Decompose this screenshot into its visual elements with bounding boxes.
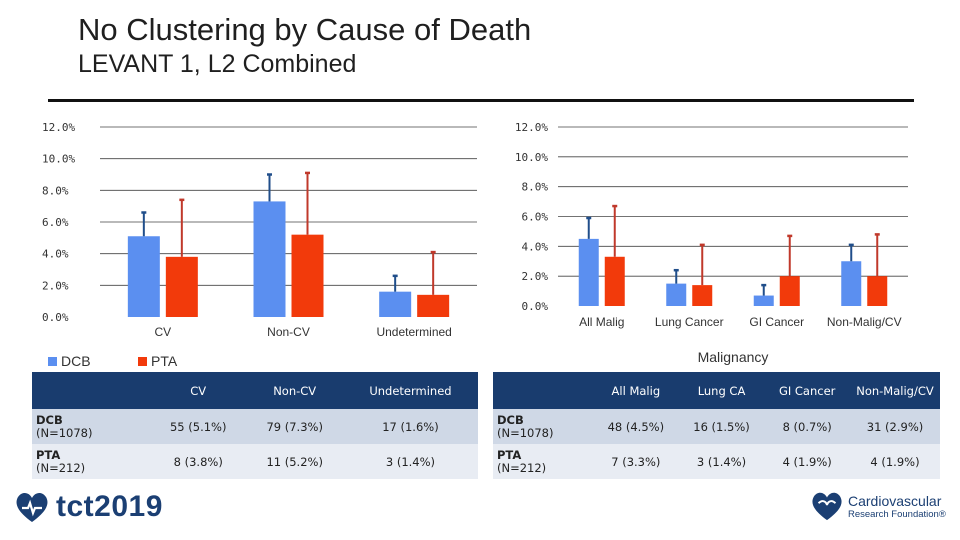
table-cell: 31 (2.9%): [866, 419, 924, 434]
title-divider: [48, 99, 914, 102]
table2-corner: [493, 372, 593, 409]
heart-logo-icon: [16, 492, 48, 522]
chart1-ytick-label: 2.0%: [42, 279, 69, 292]
table1-header-cv: CV: [150, 372, 247, 409]
table-cause-of-death: CV Non-CV Undetermined DCB (N=1078) 55 (5…: [32, 372, 478, 479]
chart1-ytick-label: 8.0%: [42, 184, 69, 197]
legend-pta: PTA: [138, 353, 177, 369]
crf-logo: Cardiovascular Research Foundation®: [810, 490, 946, 522]
chart2-ytick-label: 2.0%: [522, 270, 549, 283]
legend-dcb-swatch: [48, 356, 57, 366]
table2-header-gi: GI Cancer: [764, 372, 850, 409]
row-label: PTA (N=212): [36, 447, 86, 475]
table-row: PTA (N=212) 7 (3.3%) 3 (1.4%) 4 (1.9%) 4 …: [493, 444, 940, 479]
chart1-ytick-label: 4.0%: [42, 248, 69, 261]
chart1-ytick-label: 10.0%: [42, 153, 75, 166]
table-cell: 4 (1.9%): [870, 454, 920, 469]
chart1-bar-pta: [165, 256, 198, 317]
chart2-ytick-label: 0.0%: [522, 300, 549, 313]
chart1-bar-pta: [417, 294, 450, 317]
table-cell: 11 (5.2%): [266, 454, 323, 469]
legend-dcb: DCB: [48, 353, 91, 369]
chart1-category-label: Undetermined: [376, 325, 451, 339]
table-row: DCB (N=1078) 55 (5.1%) 79 (7.3%) 17 (1.6%…: [32, 409, 478, 444]
chart1-ytick-label: 0.0%: [42, 311, 69, 324]
table-malignancy: All Malig Lung CA GI Cancer Non-Malig/CV…: [493, 372, 940, 479]
table-cell: 8 (3.8%): [173, 454, 223, 469]
chart2-bar-dcb: [841, 261, 862, 306]
table-cell: 16 (1.5%): [693, 419, 750, 434]
chart2-bar-pta: [604, 256, 625, 306]
table-cell: 8 (0.7%): [782, 419, 832, 434]
table2-header-nonmalig: Non-Malig/CV: [850, 372, 940, 409]
table-cell: 17 (1.6%): [382, 419, 439, 434]
table2-header-lung: Lung CA: [678, 372, 765, 409]
chart1-bar-dcb: [253, 201, 286, 317]
chart2-bar-pta: [692, 285, 713, 306]
tct-logo: tct2019: [14, 490, 163, 524]
row-label: DCB (N=1078): [497, 412, 554, 440]
legend-dcb-label: DCB: [61, 353, 91, 369]
heart-hands-icon: [812, 492, 842, 521]
table-cell: 7 (3.3%): [611, 454, 661, 469]
footer: [0, 486, 960, 540]
chart2-ytick-label: 6.0%: [522, 211, 549, 224]
row-label: DCB (N=1078): [36, 412, 93, 440]
chart1-category-label: Non-CV: [267, 325, 310, 339]
table1-header-undetermined: Undetermined: [342, 372, 478, 409]
legend-pta-swatch: [138, 356, 147, 366]
chart1-bar-pta: [291, 234, 324, 317]
table1-header-noncv: Non-CV: [246, 372, 343, 409]
page-subtitle: LEVANT 1, L2 Combined: [78, 50, 357, 78]
chart2-bar-pta: [779, 276, 800, 306]
table-cell: 55 (5.1%): [169, 419, 227, 434]
chart2-category-label: All Malig: [579, 315, 624, 329]
table-cell: 3 (1.4%): [385, 454, 436, 469]
chart2-bar-dcb: [666, 283, 687, 306]
crf-logo-line1: Cardiovascular: [848, 492, 942, 509]
row-label: PTA (N=212): [497, 447, 547, 475]
chart2-bar-dcb: [578, 238, 599, 306]
table-row: PTA (N=212) 8 (3.8%) 11 (5.2%) 3 (1.4%): [32, 444, 478, 479]
chart2-category-label: GI Cancer: [749, 315, 804, 329]
table-row: DCB (N=1078) 48 (4.5%) 16 (1.5%) 8 (0.7%)…: [493, 409, 940, 444]
chart2-ytick-label: 8.0%: [522, 181, 549, 194]
chart1-bar-dcb: [379, 291, 412, 317]
chart2-ytick-label: 10.0%: [515, 151, 548, 164]
chart2-category-label: Non-Malig/CV: [827, 315, 902, 329]
table1-corner: [32, 372, 150, 409]
table-cell: 79 (7.3%): [266, 419, 323, 434]
chart2-ytick-label: 12.0%: [515, 121, 548, 134]
table-cell: 48 (4.5%): [607, 419, 665, 434]
chart2-x-axis-label: Malignancy: [698, 349, 769, 365]
legend-pta-label: PTA: [151, 353, 178, 369]
table2-header-all-malig: All Malig: [593, 372, 679, 409]
page-title: No Clustering by Cause of Death: [78, 12, 532, 47]
crf-logo-line2: Research Foundation®: [848, 508, 946, 520]
chart2-ytick-label: 4.0%: [522, 240, 549, 253]
table-cell: 3 (1.4%): [696, 454, 747, 469]
chart1-ytick-label: 12.0%: [42, 121, 75, 134]
chart1-bar-dcb: [127, 236, 160, 317]
table-cell: 4 (1.9%): [782, 454, 832, 469]
chart1-category-label: CV: [154, 325, 171, 339]
chart2-bar-pta: [867, 276, 888, 306]
chart2-bar-dcb: [753, 295, 774, 306]
chart1-ytick-label: 6.0%: [42, 216, 69, 229]
chart2-category-label: Lung Cancer: [655, 315, 724, 329]
tct-logo-text: tct2019: [56, 490, 163, 523]
